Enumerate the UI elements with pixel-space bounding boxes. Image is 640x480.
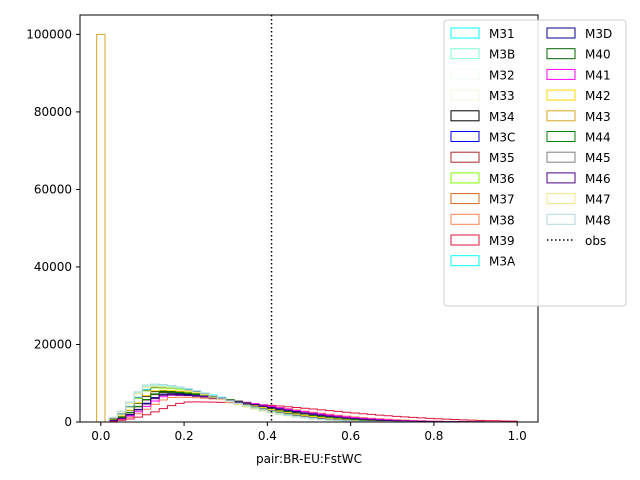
x-tick-label: 0.4 [258,429,277,443]
x-tick-label: 1.0 [508,429,527,443]
legend-swatch-m48 [546,213,576,225]
legend-label-m45: M45 [585,151,611,165]
legend-label-m3b: M3B [489,48,515,62]
y-tick-label: 80000 [34,105,72,119]
legend-label-m46: M46 [585,172,611,186]
legend-label-m3a: M3A [489,255,516,269]
legend-label-m44: M44 [585,131,611,145]
x-tick-label: 0.0 [91,429,110,443]
legend-label-m34: M34 [489,110,515,124]
legend-swatch-m43 [546,110,576,122]
y-tick-label: 0 [64,415,72,429]
legend-label-m3c: M3C [489,131,515,145]
y-tick-label: 100000 [26,27,72,41]
legend: M31 M3B M32 M33 M34 M3C M35 M36 M37 M38 M39 M3A M3D M… [443,19,627,307]
legend-swatch-m41 [546,68,576,80]
legend-label-obs: obs [585,234,606,248]
y-ticks: 0 20000 40000 60000 80000 100000 [26,27,80,429]
legend-swatch-m3a [450,255,480,267]
legend-label-m35: M35 [489,151,515,165]
y-tick-label: 20000 [34,337,72,351]
legend-label-m3d: M3D [585,27,612,41]
legend-label-m36: M36 [489,172,515,186]
legend-swatch-m3b [450,48,480,60]
legend-label-m40: M40 [585,48,611,62]
legend-swatch-m3d [546,27,576,39]
legend-swatch-m45 [546,151,576,163]
legend-label-m38: M38 [489,213,515,227]
legend-label-m33: M33 [489,89,515,103]
x-ticks: 0.0 0.2 0.4 0.6 0.8 1.0 [91,422,527,443]
x-tick-label: 0.2 [175,429,194,443]
legend-label-m37: M37 [489,193,515,207]
legend-label-m42: M42 [585,89,611,103]
legend-label-m31: M31 [489,27,515,41]
legend-label-m39: M39 [489,234,515,248]
legend-swatch-m36 [450,172,480,184]
legend-swatch-m3c [450,131,480,142]
histogram-series-m43 [96,33,106,422]
histogram-series-m39 [108,401,518,422]
y-tick-label: 40000 [34,260,72,274]
legend-label-m47: M47 [585,193,611,207]
legend-swatch-m44 [546,131,576,142]
x-tick-label: 0.6 [341,429,360,443]
legend-label-m32: M32 [489,68,515,82]
legend-swatch-m37 [450,193,480,205]
legend-swatch-m32 [450,68,480,80]
x-tick-label: 0.8 [424,429,443,443]
legend-box [443,19,627,307]
legend-swatch-m31 [450,27,480,39]
legend-swatch-m38 [450,213,480,225]
legend-swatch-m34 [450,110,480,122]
legend-swatch-m40 [546,48,576,60]
legend-label-m43: M43 [585,110,611,124]
y-tick-label: 60000 [34,182,72,196]
legend-swatch-m47 [546,193,576,205]
legend-swatch-m46 [546,172,576,184]
legend-swatch-m35 [450,151,480,163]
legend-swatch-m33 [450,89,480,101]
x-axis-label: pair:BR-EU:FstWC [256,452,362,466]
legend-label-m48: M48 [585,213,611,227]
legend-swatch-m42 [546,89,576,101]
legend-label-m41: M41 [585,68,611,82]
legend-swatch-m39 [450,234,480,246]
